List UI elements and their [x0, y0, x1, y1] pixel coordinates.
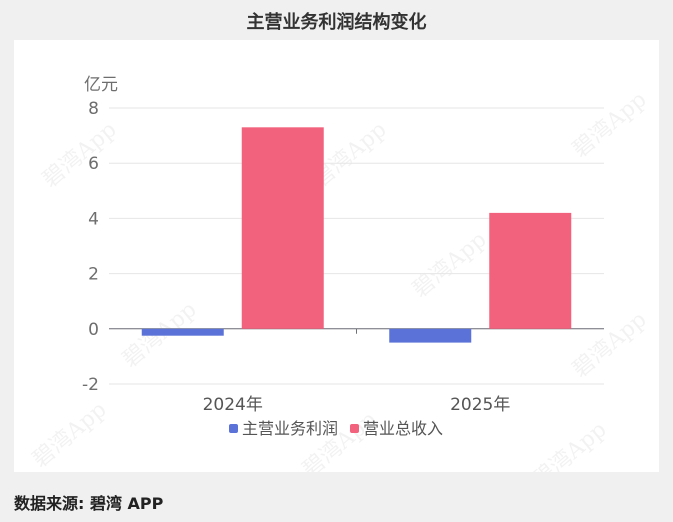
y-tick-label: 8	[88, 99, 99, 119]
chart-panel: 碧湾App 碧湾App 碧湾App 碧湾App 碧湾App 碧湾App 碧湾App 碧湾App…	[14, 40, 659, 472]
watermark-text: 碧湾App	[298, 407, 382, 472]
bar-main-profit	[389, 328, 472, 343]
x-tick-label: 2025年	[450, 395, 510, 415]
source-note: 数据来源: 碧湾 APP	[14, 494, 164, 513]
bar-total-revenue	[241, 127, 324, 329]
x-tick-label: 2024年	[203, 395, 263, 415]
watermark-text: 碧湾App	[528, 417, 612, 472]
legend-swatch	[350, 424, 359, 433]
y-tick-label: 0	[88, 320, 99, 340]
legend-label: 主营业务利润	[242, 419, 338, 438]
watermark-text: 碧湾App	[38, 117, 122, 193]
watermark-text: 碧湾App	[568, 87, 652, 163]
watermark-text: 碧湾App	[408, 227, 492, 303]
chart-title: 主营业务利润结构变化	[246, 12, 427, 33]
bar-total-revenue	[489, 212, 572, 329]
legend-swatch	[229, 424, 238, 433]
y-tick-label: 6	[88, 154, 99, 174]
y-tick-label: 4	[88, 209, 99, 229]
watermark-text: 碧湾App	[28, 397, 112, 472]
bar-main-profit	[141, 328, 224, 336]
y-axis-label: 亿元	[84, 75, 118, 95]
y-tick-label: -2	[82, 375, 99, 395]
y-tick-label: 2	[88, 265, 99, 285]
watermark-text: 碧湾App	[568, 307, 652, 383]
legend-label: 营业总收入	[363, 419, 443, 438]
